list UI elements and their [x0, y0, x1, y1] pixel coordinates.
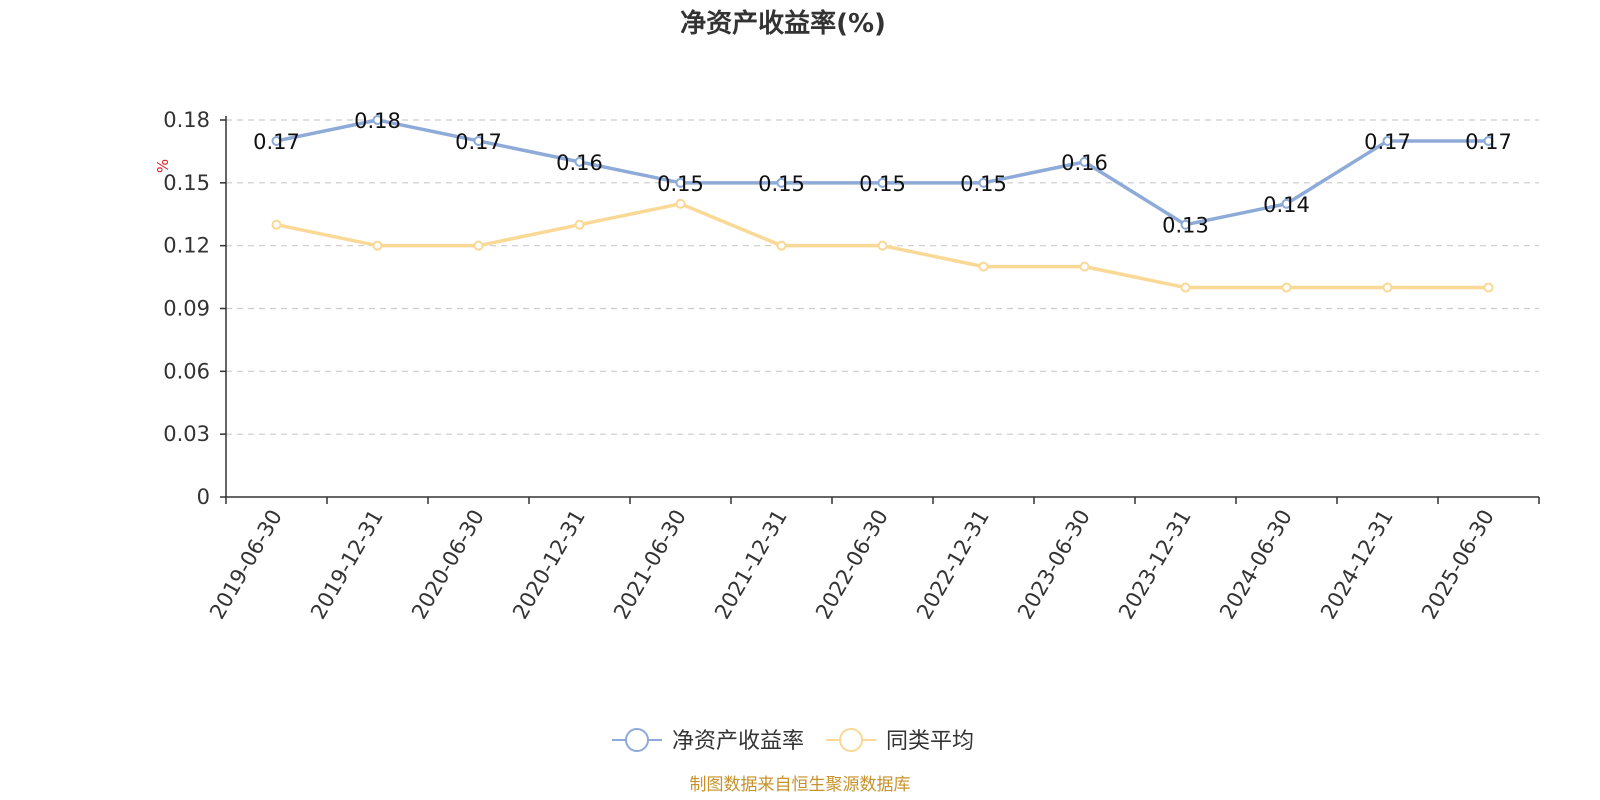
data-point[interactable] [271, 219, 282, 230]
data-label: 0.17 [253, 130, 300, 154]
x-tick-label: 2025-06-30 [1417, 506, 1499, 624]
data-point[interactable] [675, 177, 686, 188]
y-tick-label: 0.15 [163, 171, 210, 195]
data-label: 0.17 [455, 130, 502, 154]
data-label: 0.13 [1162, 214, 1209, 238]
data-label: 0.15 [859, 172, 906, 196]
series-1 [271, 115, 1494, 230]
data-point[interactable] [1281, 198, 1292, 209]
y-tick-label: 0.03 [163, 422, 210, 446]
legend-marker [839, 728, 864, 752]
x-tick-label: 2020-12-31 [508, 506, 590, 624]
y-tick-label: 0.09 [163, 297, 210, 321]
data-point[interactable] [978, 261, 989, 272]
data-label: 0.15 [960, 172, 1007, 196]
data-point[interactable] [1281, 282, 1292, 293]
x-tick-label: 2019-06-30 [205, 506, 287, 624]
series-2 [271, 198, 1494, 293]
data-point[interactable] [1180, 219, 1191, 230]
data-point[interactable] [473, 240, 484, 251]
data-label: 0.14 [1263, 193, 1310, 217]
data-point[interactable] [372, 115, 383, 125]
data-point[interactable] [1483, 135, 1494, 146]
x-tick-label: 2022-12-31 [912, 506, 994, 624]
data-point[interactable] [574, 156, 585, 167]
data-label: 0.16 [1061, 151, 1108, 175]
legend[interactable]: 净资产收益率 同类平均 [612, 728, 974, 754]
data-point[interactable] [1079, 261, 1090, 272]
chart-title: 净资产收益率(%) [680, 8, 886, 39]
data-point[interactable] [877, 177, 888, 188]
data-point[interactable] [1382, 282, 1393, 293]
data-label: 0.17 [1364, 130, 1411, 154]
legend-item-1[interactable]: 净资产收益率 [612, 728, 804, 754]
data-point[interactable] [675, 198, 686, 209]
data-point[interactable] [1382, 135, 1393, 146]
y-axis-unit-label: % [154, 159, 172, 173]
y-tick-label: 0 [197, 485, 210, 509]
data-label: 0.17 [1465, 130, 1512, 154]
data-point[interactable] [978, 177, 989, 188]
x-tick-label: 2024-12-31 [1316, 506, 1398, 624]
data-point[interactable] [776, 177, 787, 188]
x-tick-label: 2023-06-30 [1013, 506, 1095, 624]
x-tick-label: 2023-12-31 [1114, 506, 1196, 624]
data-labels: 0.17 0.18 0.17 0.16 0.15 0.15 0.15 0.15 0.16 0.13… [253, 109, 1512, 238]
legend-label: 同类平均 [886, 729, 974, 754]
data-point[interactable] [271, 135, 282, 146]
legend-marker [625, 728, 649, 752]
legend-item-2[interactable]: 同类平均 [826, 728, 974, 754]
data-point[interactable] [776, 240, 787, 251]
y-tick-label: 0.12 [163, 234, 210, 258]
x-tick-label: 2022-06-30 [811, 506, 893, 624]
data-label: 0.16 [556, 151, 603, 175]
x-tick-label: 2019-12-31 [306, 506, 388, 624]
data-point[interactable] [1079, 156, 1090, 167]
data-point[interactable] [1180, 282, 1191, 293]
grid-lines [226, 119, 1539, 435]
y-axis-ticks: 0 0.03 0.06 0.09 0.12 0.15 0.18 [163, 108, 226, 509]
data-point[interactable] [372, 240, 383, 251]
y-tick-label: 0.18 [163, 108, 210, 132]
data-label: 0.15 [758, 172, 805, 196]
x-tick-label: 2024-06-30 [1215, 506, 1297, 624]
x-tick-label: 2021-12-31 [710, 506, 792, 624]
x-tick-label: 2021-06-30 [609, 506, 691, 624]
x-axis-ticks: 2019-06-30 2019-12-31 2020-06-30 2020-12-31… [205, 497, 1540, 624]
data-source-note: 制图数据来自恒生聚源数据库 [690, 775, 911, 795]
data-point[interactable] [1483, 282, 1494, 293]
data-label: 0.15 [657, 172, 704, 196]
data-label: 0.18 [354, 109, 401, 133]
data-point[interactable] [574, 219, 585, 230]
data-point[interactable] [473, 135, 484, 146]
y-tick-label: 0.06 [163, 359, 210, 383]
data-point[interactable] [877, 240, 888, 251]
legend-label: 净资产收益率 [672, 729, 804, 754]
series-layer [271, 115, 1494, 293]
x-tick-label: 2020-06-30 [407, 506, 489, 624]
